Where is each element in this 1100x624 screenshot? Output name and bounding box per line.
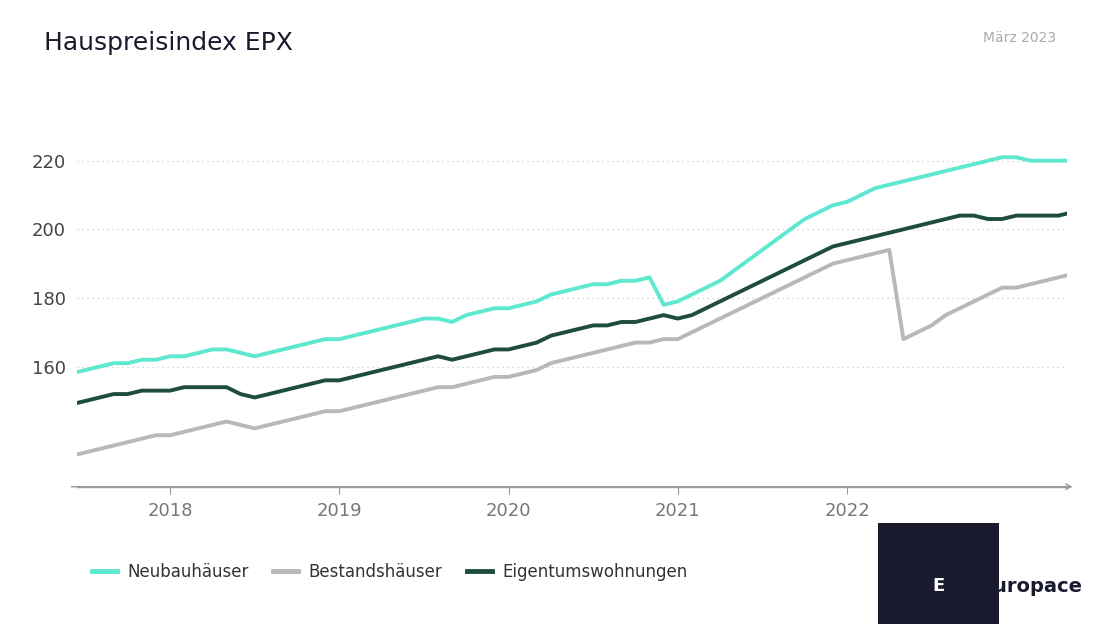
Text: E: E (932, 577, 945, 595)
Legend: Neubauhäuser, Bestandshäuser, Eigentumswohnungen: Neubauhäuser, Bestandshäuser, Eigentumsw… (86, 557, 694, 588)
Text: Hauspreisindex EPX: Hauspreisindex EPX (44, 31, 293, 55)
Text: März 2023: März 2023 (983, 31, 1056, 45)
Text: Europace: Europace (974, 577, 1082, 597)
